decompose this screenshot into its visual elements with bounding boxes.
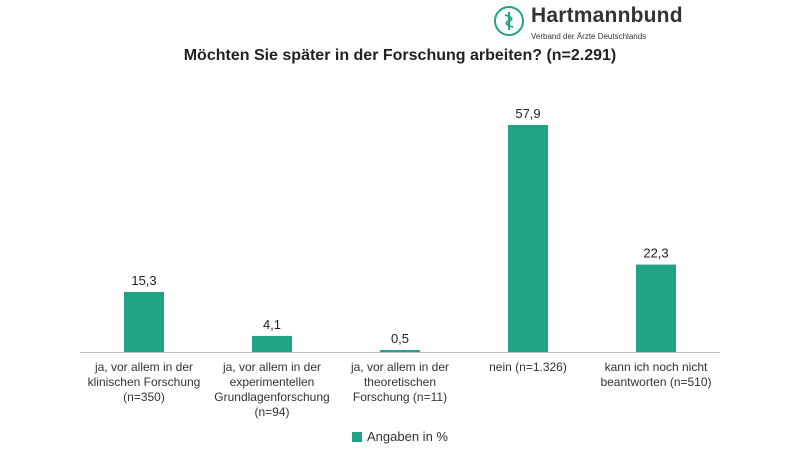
data-label-1: 4,1 <box>263 317 281 332</box>
data-label-2: 0,5 <box>391 331 409 346</box>
chart-title: Möchten Sie später in der Forschung arbe… <box>183 47 617 64</box>
bar-2 <box>380 350 420 352</box>
bar-0 <box>124 292 164 352</box>
brand-logo: Hartmannbund Verband der Ärzte Deutschla… <box>494 4 694 44</box>
caduceus-icon <box>494 6 524 36</box>
category-label-4: kann ich noch nicht beantworten (n=510) <box>600 360 711 389</box>
legend-label: Angaben in % <box>367 429 448 444</box>
category-label-3: nein (n=1.326) <box>489 360 567 374</box>
legend-swatch <box>352 432 363 442</box>
category-label-2: ja, vor allem in der theoretischen Forschu… <box>350 360 449 404</box>
chart-legend: Angaben in % <box>0 429 800 444</box>
bar-4 <box>636 264 676 352</box>
bar-1 <box>252 335 292 352</box>
data-label-3: 57,9 <box>515 106 540 121</box>
category-label-0: ja, vor allem in der klinischen Forschung… <box>88 360 201 404</box>
brand-name: Hartmannbund <box>531 4 683 27</box>
category-label-1: ja, vor allem in der experimentellen Grund… <box>214 360 329 419</box>
bar-3 <box>508 125 548 352</box>
brand-subtitle: Verband der Ärzte Deutschlands <box>531 32 647 41</box>
data-label-0: 15,3 <box>131 273 156 288</box>
data-label-4: 22,3 <box>643 246 668 261</box>
